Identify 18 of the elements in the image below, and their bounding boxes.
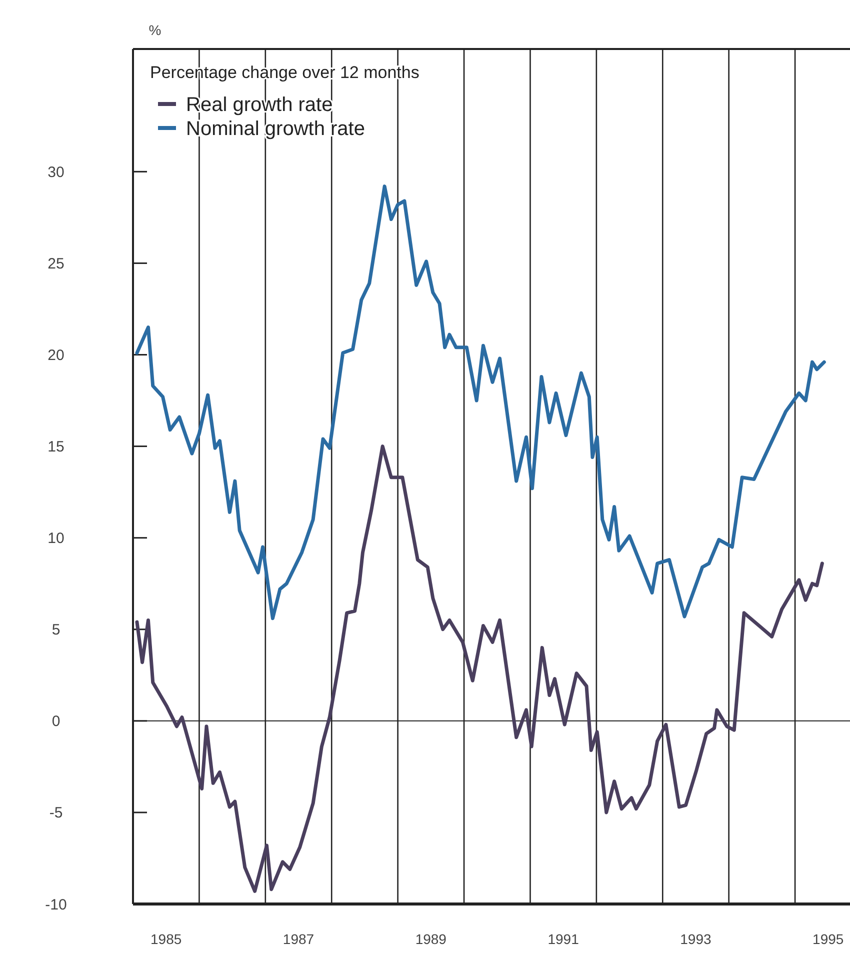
- y-axis-title: %: [148, 22, 162, 38]
- y-tick-label: -10: [45, 896, 67, 914]
- y-tick-label: 25: [48, 255, 64, 272]
- x-tick-label: 1995: [812, 931, 844, 947]
- x-tick-label: 1987: [282, 931, 314, 947]
- line-series: [135, 444, 824, 893]
- y-tick-label: 30: [48, 164, 64, 181]
- y-tick-label: -5: [49, 804, 63, 822]
- y-tick-label: 0: [52, 713, 60, 730]
- line-series: [135, 184, 826, 620]
- y-tick-label: 15: [48, 438, 64, 456]
- y-tick-label: 20: [48, 347, 64, 364]
- y-tick-label: 5: [52, 622, 60, 639]
- y-tick-label: 10: [48, 530, 64, 548]
- x-tick-label: 1991: [548, 931, 580, 947]
- x-tick-label: 1985: [150, 931, 182, 947]
- x-tick-label: 1993: [680, 931, 712, 947]
- x-tick-label: 1989: [415, 931, 447, 947]
